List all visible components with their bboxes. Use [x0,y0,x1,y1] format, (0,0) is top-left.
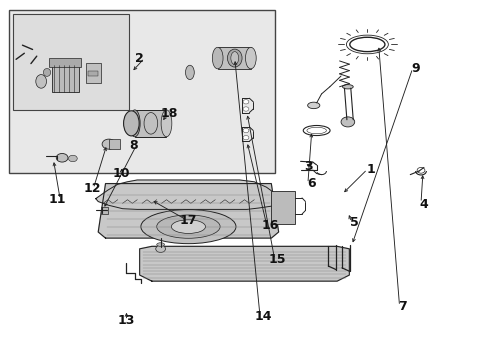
Polygon shape [96,180,278,210]
Bar [101,207,108,214]
Text: 9: 9 [411,62,420,75]
Text: 6: 6 [306,177,315,190]
Text: 3: 3 [304,160,312,173]
Polygon shape [98,184,278,238]
Text: 16: 16 [261,219,278,233]
Text: 10: 10 [113,167,130,180]
Bar [86,63,101,83]
Text: 7: 7 [398,300,407,313]
Ellipse shape [161,110,171,137]
Ellipse shape [102,139,116,149]
Text: 18: 18 [160,107,177,120]
Text: 12: 12 [83,182,101,195]
Text: 15: 15 [268,253,286,266]
Circle shape [243,100,248,104]
Circle shape [340,117,354,127]
Ellipse shape [171,220,205,233]
Bar [135,110,166,137]
Text: 4: 4 [419,198,427,211]
Bar [109,139,120,149]
Bar [271,192,294,224]
Text: 14: 14 [254,310,271,324]
Ellipse shape [230,51,238,64]
Ellipse shape [307,102,319,109]
Text: 5: 5 [349,216,358,229]
Circle shape [68,155,77,162]
Ellipse shape [212,47,223,69]
Ellipse shape [157,215,220,238]
Ellipse shape [123,111,139,136]
Text: 13: 13 [118,314,135,327]
Ellipse shape [245,47,256,69]
Ellipse shape [141,210,236,244]
Bar [88,71,98,76]
Ellipse shape [129,110,140,137]
Circle shape [156,245,165,252]
Text: 17: 17 [179,214,197,227]
Circle shape [243,129,248,133]
Polygon shape [140,246,348,281]
Circle shape [56,153,68,162]
Circle shape [243,107,248,111]
Bar [49,58,81,67]
Text: 2: 2 [135,52,144,65]
Circle shape [243,135,248,140]
FancyBboxPatch shape [9,10,275,173]
Ellipse shape [185,65,194,80]
Bar [52,65,79,92]
Ellipse shape [36,75,46,88]
Ellipse shape [227,49,242,67]
Text: 11: 11 [48,193,66,206]
Ellipse shape [157,243,164,246]
Ellipse shape [43,68,51,76]
Ellipse shape [342,85,352,89]
Bar [217,47,250,69]
FancyBboxPatch shape [13,14,129,110]
Text: 1: 1 [366,163,375,176]
Text: 8: 8 [129,139,137,152]
